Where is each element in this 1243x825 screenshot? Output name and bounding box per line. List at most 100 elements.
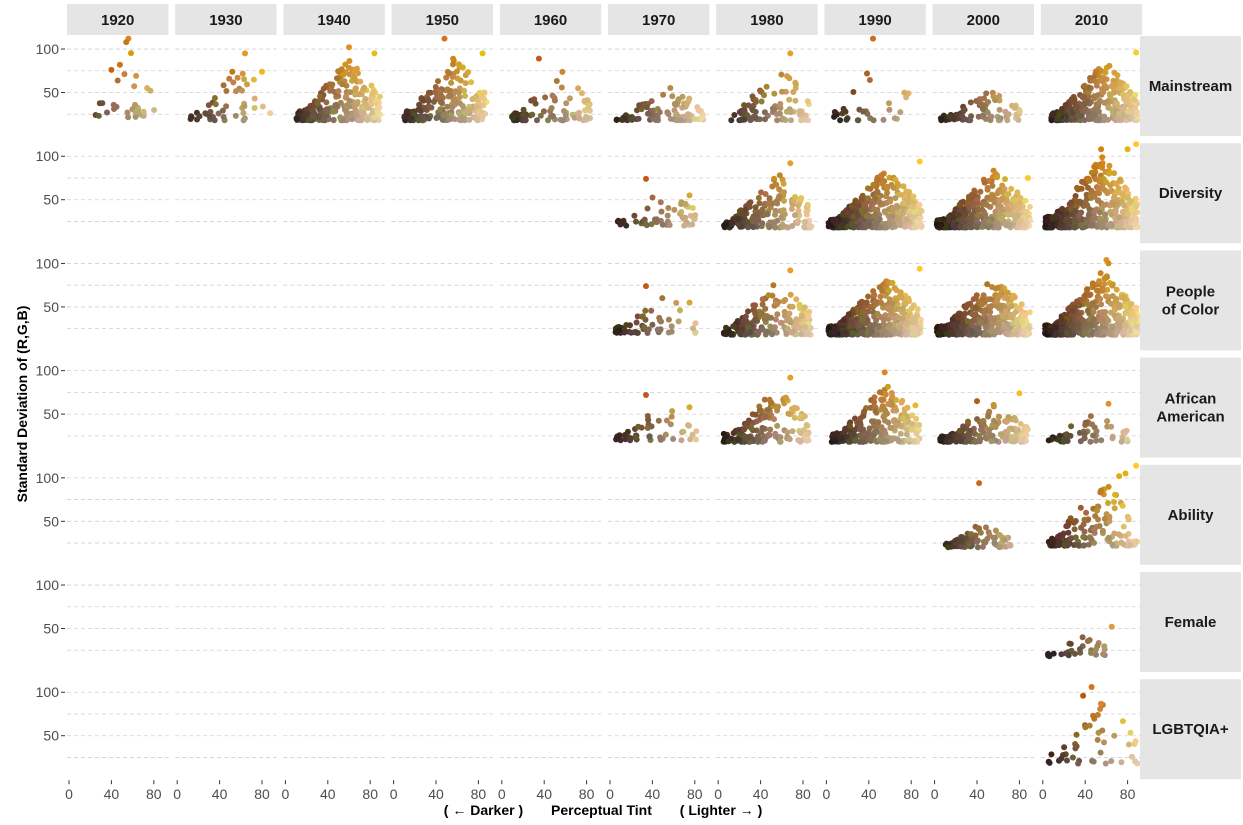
scatter-point	[128, 50, 134, 57]
scatter-point	[885, 401, 892, 407]
scatter-point	[335, 88, 342, 95]
scatter-point	[250, 76, 257, 83]
scatter-point	[1098, 301, 1105, 308]
scatter-point	[1120, 192, 1127, 199]
scatter-point	[371, 114, 378, 121]
scatter-point	[1019, 318, 1026, 325]
scatter-point	[532, 100, 539, 107]
scatter-point	[440, 112, 447, 119]
scatter-point	[1097, 270, 1104, 277]
scatter-point	[668, 413, 675, 420]
scatter-point	[856, 438, 863, 445]
scatter-point	[780, 298, 787, 305]
scatter-point	[908, 426, 915, 433]
scatter-point	[641, 216, 648, 223]
scatter-point	[520, 106, 527, 113]
scatter-point	[293, 115, 300, 122]
scatter-point	[635, 115, 642, 122]
scatter-point	[633, 218, 639, 225]
scatter-point	[956, 329, 963, 336]
scatter-point	[967, 216, 974, 223]
scatter-point	[879, 180, 886, 187]
scatter-point	[1082, 199, 1089, 206]
scatter-point	[843, 116, 850, 123]
scatter-point	[773, 111, 780, 117]
scatter-point	[860, 413, 867, 419]
scatter-point	[778, 319, 785, 326]
scatter-point	[622, 433, 629, 440]
scatter-point	[362, 100, 369, 107]
scatter-point	[1026, 325, 1032, 332]
scatter-point	[116, 61, 123, 68]
scatter-point	[1117, 79, 1124, 86]
scatter-point	[349, 116, 355, 123]
scatter-point	[361, 84, 368, 91]
scatter-point	[1072, 303, 1079, 310]
scatter-point	[753, 418, 760, 425]
scatter-point	[1120, 329, 1127, 336]
scatter-point	[691, 116, 698, 122]
scatter-point	[838, 435, 845, 442]
scatter-point	[981, 95, 987, 102]
scatter-point	[762, 413, 769, 420]
scatter-point	[643, 283, 649, 290]
scatter-point	[232, 112, 239, 119]
scatter-point	[368, 82, 375, 89]
scatter-point	[1099, 154, 1106, 161]
scatter-point	[746, 203, 753, 210]
scatter-point	[758, 189, 765, 196]
scatter-point	[670, 436, 677, 442]
scatter-point	[454, 75, 461, 82]
scatter-point	[1053, 215, 1060, 222]
scatter-point	[575, 85, 582, 92]
scatter-point	[659, 295, 666, 302]
scatter-point	[330, 108, 337, 115]
scatter-point	[465, 69, 472, 76]
scatter-point	[762, 191, 769, 197]
scatter-point	[641, 324, 648, 331]
scatter-point	[560, 117, 567, 124]
scatter-point	[430, 98, 437, 105]
scatter-point	[731, 112, 738, 118]
scatter-point	[323, 108, 330, 115]
scatter-point	[799, 313, 806, 319]
scatter-point	[720, 430, 727, 437]
scatter-point	[571, 114, 578, 121]
scatter-point	[220, 114, 227, 120]
scatter-point	[1004, 117, 1011, 124]
scatter-point	[459, 64, 466, 71]
scatter-point	[723, 331, 730, 338]
scatter-point	[1016, 108, 1023, 115]
scatter-point	[840, 317, 847, 324]
scatter-point	[339, 81, 346, 88]
scatter-point	[762, 305, 769, 312]
scatter-point	[745, 224, 752, 231]
scatter-point	[895, 209, 901, 216]
scatter-point	[871, 399, 878, 405]
scatter-point	[95, 112, 102, 119]
scatter-point	[425, 98, 432, 104]
scatter-point	[966, 117, 973, 124]
scatter-point	[759, 296, 766, 303]
scatter-point	[451, 97, 457, 104]
scatter-point	[1042, 322, 1049, 329]
scatter-point	[774, 117, 781, 124]
scatter-point	[755, 436, 762, 443]
scatter-point	[1113, 286, 1120, 293]
scatter-point	[520, 112, 527, 119]
scatter-point	[881, 369, 888, 376]
scatter-point	[1109, 108, 1116, 115]
scatter-point	[1096, 116, 1103, 123]
scatter-point	[802, 324, 809, 331]
scatter-point	[765, 292, 772, 299]
scatter-point	[773, 300, 779, 307]
scatter-point	[870, 181, 877, 188]
scatter-point	[795, 218, 801, 225]
scatter-point	[687, 436, 694, 443]
scatter-point	[962, 310, 968, 317]
scatter-point	[855, 117, 862, 124]
scatter-point	[1053, 324, 1059, 331]
scatter-point	[994, 284, 1001, 291]
scatter-point	[787, 267, 794, 274]
scatter-point	[563, 100, 570, 107]
